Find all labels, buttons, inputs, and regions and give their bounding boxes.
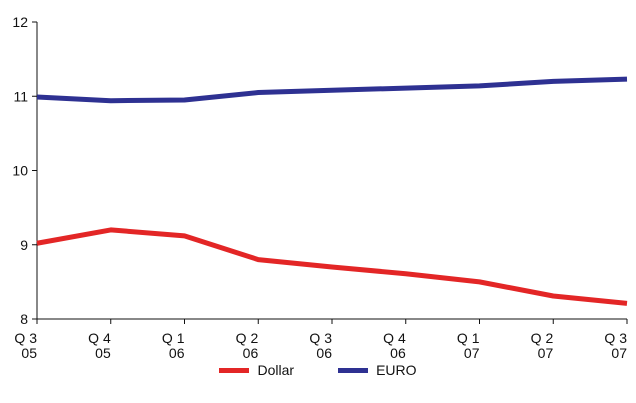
series-lines <box>36 76 628 306</box>
x-tick-label-quarter: Q 3 <box>604 330 627 346</box>
x-tick-label-year: 07 <box>611 345 627 360</box>
chart-legend: Dollar EURO <box>0 360 636 380</box>
x-tick-label-year: 07 <box>538 345 554 360</box>
series-line-dollar <box>36 227 628 306</box>
y-tick-label: 10 <box>12 163 28 179</box>
x-tick-label-year: 06 <box>390 345 406 360</box>
y-tick-label: 12 <box>12 14 28 30</box>
x-tick-label-quarter: Q 4 <box>88 330 111 346</box>
legend-label-dollar: Dollar <box>257 362 295 378</box>
x-tick-label-quarter: Q 1 <box>162 330 185 346</box>
y-tick-label: 11 <box>13 88 28 104</box>
x-tick-label-year: 05 <box>21 345 37 360</box>
legend-item-dollar: Dollar <box>219 362 294 378</box>
y-axis: 8 9 10 11 12 <box>12 14 38 327</box>
x-tick-label-quarter: Q 3 <box>309 330 332 346</box>
legend-swatch-dollar <box>219 367 250 373</box>
x-tick-label-quarter: Q 3 <box>14 330 37 346</box>
x-tick-label-quarter: Q 2 <box>531 330 554 346</box>
x-tick-label-quarter: Q 1 <box>457 330 480 346</box>
x-tick-label-quarter: Q 2 <box>236 330 259 346</box>
x-tick-label-year: 06 <box>316 345 332 360</box>
legend-label-euro: EURO <box>376 362 417 378</box>
legend-swatch-euro <box>338 367 369 373</box>
legend-item-euro: EURO <box>338 362 417 378</box>
y-tick-label: 9 <box>20 237 28 253</box>
y-tick-label: 8 <box>20 311 28 327</box>
x-tick-label-year: 06 <box>169 345 185 360</box>
x-tick-label-quarter: Q 4 <box>383 330 406 346</box>
series-line-euro <box>36 76 628 104</box>
x-tick-label-year: 06 <box>243 345 259 360</box>
x-tick-label-year: 05 <box>95 345 111 360</box>
x-tick-label-year: 07 <box>464 345 480 360</box>
